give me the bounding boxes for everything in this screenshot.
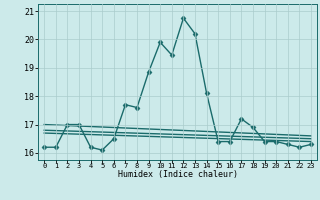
- X-axis label: Humidex (Indice chaleur): Humidex (Indice chaleur): [118, 170, 238, 179]
